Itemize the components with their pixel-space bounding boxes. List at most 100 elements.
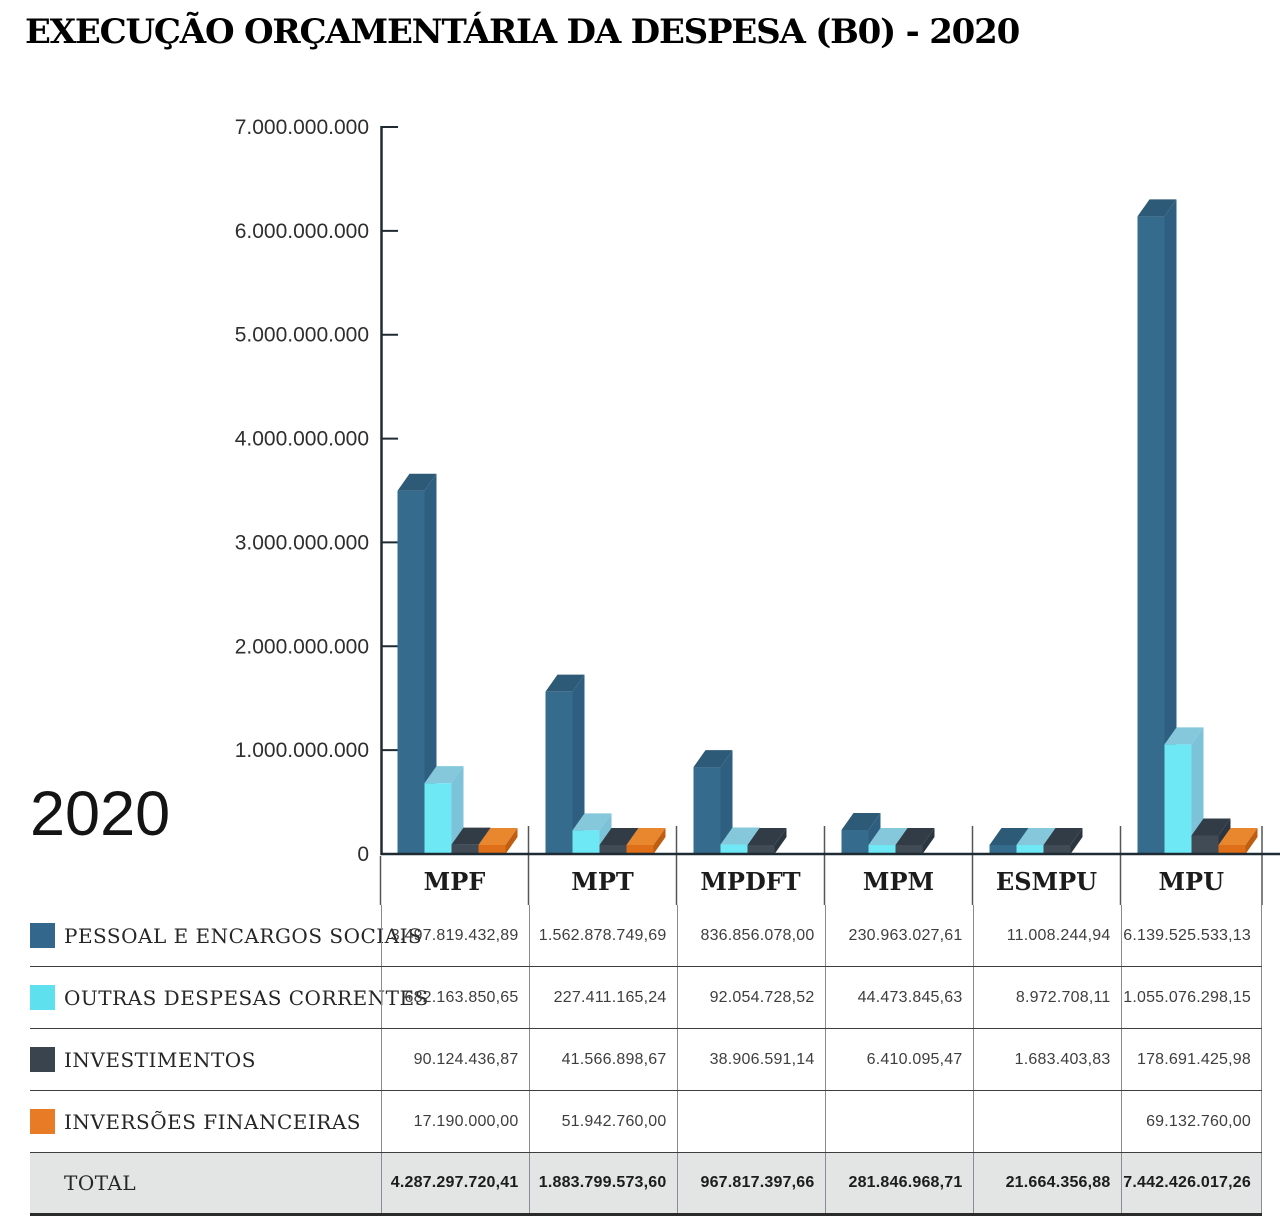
expense-chart: 0 1.000.000.000 2.000.000.000 3.000.000.000… bbox=[235, 116, 1280, 905]
value-cell: 90.124.436,87 bbox=[380, 1029, 529, 1090]
category-label-esmpu: ESMPU bbox=[996, 867, 1097, 896]
bar-outras-mpdft-top bbox=[720, 827, 760, 845]
value-cell: 44.473.845,63 bbox=[824, 967, 973, 1028]
category-label-mpt: MPT bbox=[571, 867, 634, 896]
value-cell: 41.566.898,67 bbox=[528, 1029, 677, 1090]
bar-pessoal-mpdft-side bbox=[720, 750, 733, 854]
bar-outras-esmpu-front bbox=[1016, 845, 1044, 855]
table-row-2: OUTRAS DESPESAS CORRENTES 682.163.850,65 2… bbox=[30, 967, 1262, 1029]
value-cell: 682.163.850,65 bbox=[380, 967, 529, 1028]
total-value-cell: 1.883.799.573,60 bbox=[528, 1153, 677, 1213]
bar-investimentos-mpf-top bbox=[451, 827, 491, 845]
bar-pessoal-mpt-side bbox=[572, 674, 585, 854]
bar-inversões-mpf-side bbox=[505, 828, 518, 854]
total-value-cell: 281.846.968,71 bbox=[824, 1153, 973, 1213]
value-cell: 6.139.525.533,13 bbox=[1120, 905, 1262, 966]
bar-inversões-mpt-front bbox=[626, 845, 654, 855]
table-row-total: TOTAL 4.287.297.720,41 1.883.799.573,60 967… bbox=[30, 1153, 1262, 1216]
bar-investimentos-mpu-top bbox=[1191, 818, 1231, 836]
value-cell: 8.972.708,11 bbox=[972, 967, 1121, 1028]
table-row-1: PESSOAL E ENCARGOS SOCIAIS 3.497.819.432,… bbox=[30, 905, 1262, 967]
bar-inversões-mpf-top bbox=[478, 828, 518, 845]
page-title: EXECUÇÃO ORÇAMENTÁRIA DA DESPESA (B0) - … bbox=[25, 12, 1020, 52]
legend-label: OUTRAS DESPESAS CORRENTES bbox=[64, 985, 429, 1010]
bar-investimentos-mpf-front bbox=[451, 844, 479, 855]
bar-investimentos-esmpu-top bbox=[1043, 828, 1083, 845]
bar-inversões-mpu-front bbox=[1218, 845, 1246, 855]
bar-pessoal-mpu-front bbox=[1137, 216, 1165, 855]
legend-cell: INVERSÕES FINANCEIRAS bbox=[30, 1091, 381, 1152]
bar-inversões-mpt-top bbox=[626, 828, 666, 845]
total-value-cell: 7.442.426.017,26 bbox=[1120, 1153, 1262, 1213]
value-cell: 178.691.425,98 bbox=[1120, 1029, 1262, 1090]
bar-investimentos-mpu-front bbox=[1191, 835, 1219, 855]
total-label: TOTAL bbox=[64, 1171, 137, 1195]
bar-outras-mpt-front bbox=[572, 830, 600, 855]
bar-investimentos-mpdft-top bbox=[747, 828, 787, 845]
bar-investimentos-mpm-top bbox=[895, 828, 935, 845]
table-row-4: INVERSÕES FINANCEIRAS 17.190.000,00 51.942… bbox=[30, 1091, 1262, 1153]
bar-inversões-mpt-side bbox=[653, 828, 666, 854]
value-cell: 1.562.878.749,69 bbox=[528, 905, 677, 966]
bar-investimentos-esmpu-side bbox=[1070, 828, 1083, 854]
bar-inversões-mpu-side bbox=[1245, 828, 1258, 854]
value-cell: 92.054.728,52 bbox=[676, 967, 825, 1028]
value-cell: 1.055.076.298,15 bbox=[1120, 967, 1262, 1028]
bar-inversões-mpu-top bbox=[1218, 828, 1258, 845]
legend-swatch-spacer bbox=[30, 1171, 55, 1196]
bar-pessoal-esmpu-top bbox=[989, 828, 1029, 845]
value-cell: 17.190.000,00 bbox=[380, 1091, 529, 1152]
y-axis-tick-label: 1.000.000.000 bbox=[235, 739, 369, 762]
value-cell: 69.132.760,00 bbox=[1120, 1091, 1262, 1152]
legend-cell: PESSOAL E ENCARGOS SOCIAIS bbox=[30, 905, 422, 966]
bar-investimentos-mpdft-side bbox=[774, 828, 787, 854]
value-cell: 230.963.027,61 bbox=[824, 905, 973, 966]
legend-swatch bbox=[30, 1109, 55, 1134]
bar-pessoal-mpu-side bbox=[1164, 199, 1177, 854]
value-cell: 3.497.819.432,89 bbox=[380, 905, 529, 966]
bar-outras-esmpu-top bbox=[1016, 828, 1056, 845]
value-cell: 6.410.095,47 bbox=[824, 1029, 973, 1090]
table-row-3: INVESTIMENTOS 90.124.436,87 41.566.898,67 3… bbox=[30, 1029, 1262, 1091]
year-label: 2020 bbox=[30, 779, 171, 849]
bar-pessoal-mpdft-front bbox=[693, 767, 721, 855]
y-axis-tick-label: 4.000.000.000 bbox=[235, 428, 369, 451]
legend-label: INVERSÕES FINANCEIRAS bbox=[64, 1109, 361, 1134]
y-axis-tick-label: 0 bbox=[357, 843, 369, 866]
bar-pessoal-mpf-front bbox=[397, 490, 425, 855]
y-axis-tick-label: 7.000.000.000 bbox=[235, 116, 369, 139]
bar-outras-mpt-top bbox=[572, 813, 612, 831]
legend-label: INVESTIMENTOS bbox=[64, 1047, 256, 1072]
category-label-mpu: MPU bbox=[1158, 867, 1224, 896]
total-value-cell: 21.664.356,88 bbox=[972, 1153, 1121, 1213]
category-label-mpdft: MPDFT bbox=[700, 867, 800, 896]
y-axis-tick-label: 3.000.000.000 bbox=[235, 531, 369, 554]
value-cell: 227.411.165,24 bbox=[528, 967, 677, 1028]
bar-investimentos-mpm-side bbox=[922, 828, 935, 854]
legend-cell: OUTRAS DESPESAS CORRENTES bbox=[30, 967, 428, 1028]
bar-outras-mpdft-front bbox=[720, 844, 748, 855]
value-cell: 51.942.760,00 bbox=[528, 1091, 677, 1152]
bar-outras-mpf-front bbox=[424, 783, 452, 855]
bar-investimentos-mpm-front bbox=[895, 845, 923, 855]
legend-cell: INVESTIMENTOS bbox=[30, 1029, 381, 1090]
y-axis-tick-label: 5.000.000.000 bbox=[235, 324, 369, 347]
bar-outras-mpu-front bbox=[1164, 744, 1192, 855]
legend-cell: TOTAL bbox=[30, 1153, 381, 1213]
bar-pessoal-mpu-top bbox=[1137, 199, 1177, 217]
bar-investimentos-mpt-front bbox=[599, 845, 627, 855]
legend-label: PESSOAL E ENCARGOS SOCIAIS bbox=[64, 923, 423, 948]
category-label-mpm: MPM bbox=[863, 867, 934, 896]
bar-pessoal-mpm-top bbox=[841, 813, 881, 831]
total-value-cell: 967.817.397,66 bbox=[676, 1153, 825, 1213]
value-cell: 1.683.403,83 bbox=[972, 1029, 1121, 1090]
total-value-cell: 4.287.297.720,41 bbox=[380, 1153, 529, 1213]
y-axis-tick-label: 2.000.000.000 bbox=[235, 635, 369, 658]
bar-pessoal-mpm-front bbox=[841, 830, 869, 855]
bar-pessoal-esmpu-front bbox=[989, 845, 1017, 855]
legend-swatch bbox=[30, 985, 55, 1010]
bar-investimentos-esmpu-front bbox=[1043, 845, 1071, 855]
value-cell: 38.906.591,14 bbox=[676, 1029, 825, 1090]
legend-swatch bbox=[30, 923, 55, 948]
bar-pessoal-mpf-top bbox=[397, 473, 437, 491]
